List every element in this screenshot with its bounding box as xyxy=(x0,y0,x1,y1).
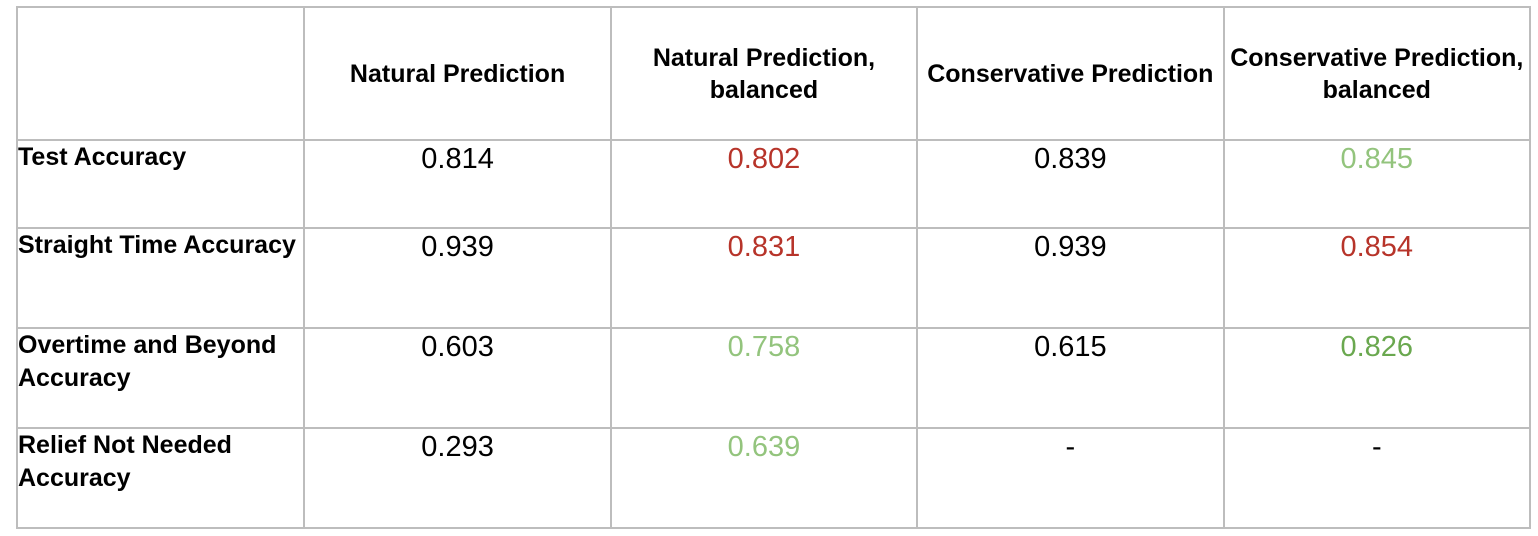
table-row-overtime-and-beyond-accuracy: Overtime and Beyond Accuracy 0.603 0.758… xyxy=(15,327,1532,429)
value-cell: 0.831 xyxy=(609,227,919,329)
value-cell: 0.293 xyxy=(303,427,612,529)
column-header-natural-prediction: Natural Prediction xyxy=(303,6,612,141)
value-cell: 0.939 xyxy=(916,227,1225,329)
value-cell: 0.639 xyxy=(609,427,919,529)
value-cell: 0.826 xyxy=(1222,327,1532,429)
row-label: Test Accuracy xyxy=(15,139,306,229)
row-label: Straight Time Accuracy xyxy=(15,227,306,329)
column-header-natural-prediction-balanced: Natural Prediction, balanced xyxy=(609,6,919,141)
row-label: Relief Not Needed Accuracy xyxy=(15,427,306,529)
value-cell: 0.839 xyxy=(916,139,1225,229)
table-row-relief-not-needed-accuracy: Relief Not Needed Accuracy 0.293 0.639 -… xyxy=(15,427,1532,529)
value-cell: 0.603 xyxy=(303,327,612,429)
value-cell: - xyxy=(1222,427,1532,529)
row-label: Overtime and Beyond Accuracy xyxy=(15,327,306,429)
corner-cell xyxy=(15,6,306,141)
value-cell: 0.802 xyxy=(609,139,919,229)
value-cell: - xyxy=(916,427,1225,529)
value-cell: 0.758 xyxy=(609,327,919,429)
value-cell: 0.814 xyxy=(303,139,612,229)
header-row: Natural Prediction Natural Prediction, b… xyxy=(15,6,1532,141)
value-cell: 0.854 xyxy=(1222,227,1532,329)
value-cell: 0.615 xyxy=(916,327,1225,429)
table-row-test-accuracy: Test Accuracy 0.814 0.802 0.839 0.845 xyxy=(15,139,1532,229)
accuracy-table: Natural Prediction Natural Prediction, b… xyxy=(15,6,1532,529)
table-row-straight-time-accuracy: Straight Time Accuracy 0.939 0.831 0.939… xyxy=(15,227,1532,329)
column-header-conservative-prediction: Conservative Prediction xyxy=(916,6,1225,141)
value-cell: 0.845 xyxy=(1222,139,1532,229)
value-cell: 0.939 xyxy=(303,227,612,329)
column-header-conservative-prediction-balanced: Conservative Prediction, balanced xyxy=(1222,6,1532,141)
